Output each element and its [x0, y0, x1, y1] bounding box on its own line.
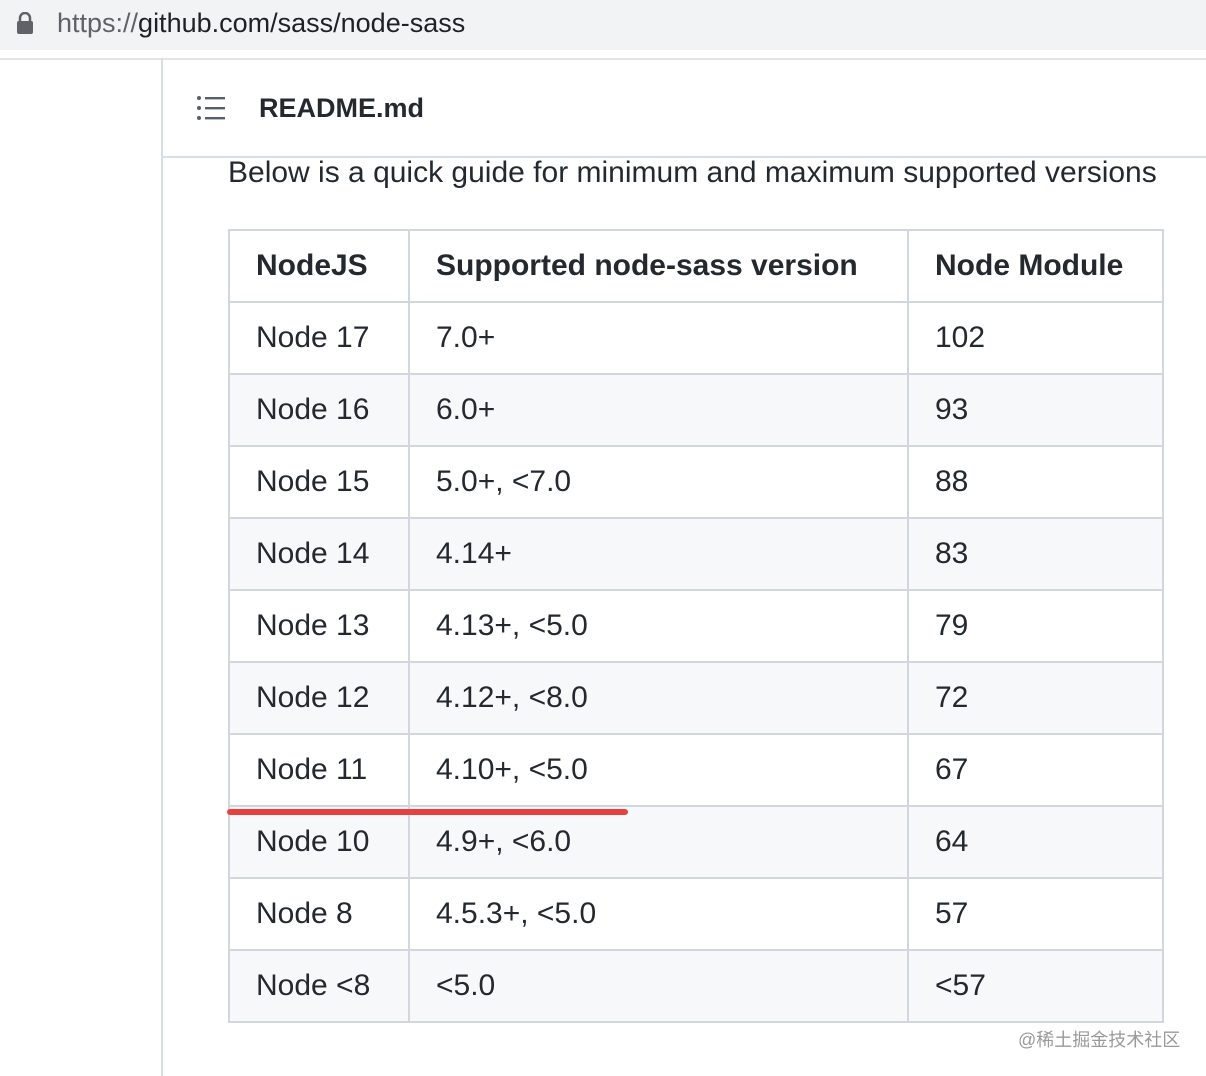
table-row: Node 13 4.13+, <5.0 79 — [228, 589, 1164, 663]
header-cell: Supported node-sass version — [408, 229, 909, 303]
table-cell: 67 — [907, 733, 1164, 807]
table-cell: Node 13 — [228, 589, 410, 663]
header-cell: NodeJS — [228, 229, 410, 303]
table-row: Node 11 4.10+, <5.0 67 — [228, 733, 1164, 807]
table-cell: 5.0+, <7.0 — [408, 445, 909, 519]
table-cell: 79 — [907, 589, 1164, 663]
table-cell: 4.12+, <8.0 — [408, 661, 909, 735]
table-cell: 83 — [907, 517, 1164, 591]
table-cell: <57 — [907, 949, 1164, 1023]
table-cell: 88 — [907, 445, 1164, 519]
lock-icon — [17, 12, 33, 34]
table-row: Node <8 <5.0 <57 — [228, 949, 1164, 1023]
table-cell: Node 12 — [228, 661, 410, 735]
version-table: NodeJS Supported node-sass version Node Mo… — [228, 229, 1164, 1023]
table-cell: <5.0 — [408, 949, 909, 1023]
table-cell: 4.14+ — [408, 517, 909, 591]
intro-text: Below is a quick guide for minimum and m… — [228, 156, 1157, 189]
table-row: Node 14 4.14+ 83 — [228, 517, 1164, 591]
address-bar[interactable]: https://github.com/sass/node-sass — [0, 0, 1206, 50]
table-cell: 72 — [907, 661, 1164, 735]
table-cell: Node 11 — [228, 733, 410, 807]
table-row: Node 16 6.0+ 93 — [228, 373, 1164, 447]
table-cell: Node 10 — [228, 805, 410, 879]
divider — [0, 58, 1206, 60]
table-cell: 4.5.3+, <5.0 — [408, 877, 909, 951]
url-path: github.com/sass/node-sass — [138, 8, 466, 38]
table-row: Node 17 7.0+ 102 — [228, 301, 1164, 375]
table-cell: 4.13+, <5.0 — [408, 589, 909, 663]
table-cell: Node 16 — [228, 373, 410, 447]
url-scheme: https:// — [57, 8, 139, 38]
table-row: Node 12 4.12+, <8.0 72 — [228, 661, 1164, 735]
watermark: @稀土掘金技术社区 — [1018, 1030, 1181, 1050]
table-cell: Node 8 — [228, 877, 410, 951]
file-title: README.md — [259, 93, 425, 123]
table-cell: 4.9+, <6.0 — [408, 805, 909, 879]
table-cell: 93 — [907, 373, 1164, 447]
toc-icon[interactable] — [196, 94, 228, 122]
table-row: Node 15 5.0+, <7.0 88 — [228, 445, 1164, 519]
table-cell: 102 — [907, 301, 1164, 375]
table-cell: Node 14 — [228, 517, 410, 591]
url[interactable]: https://github.com/sass/node-sass — [57, 6, 465, 40]
table-row: Node 10 4.9+, <6.0 64 — [228, 805, 1164, 879]
header-cell: Node Module — [907, 229, 1164, 303]
table-cell: Node <8 — [228, 949, 410, 1023]
header-row: NodeJS Supported node-sass version Node Mo… — [228, 229, 1164, 303]
divider — [161, 58, 163, 1076]
table-cell: 7.0+ — [408, 301, 909, 375]
table-cell: 64 — [907, 805, 1164, 879]
table-cell: Node 15 — [228, 445, 410, 519]
table-cell: Node 17 — [228, 301, 410, 375]
table-cell: 6.0+ — [408, 373, 909, 447]
table-cell: 4.10+, <5.0 — [408, 733, 909, 807]
table-cell: 57 — [907, 877, 1164, 951]
table-row: Node 8 4.5.3+, <5.0 57 — [228, 877, 1164, 951]
file-header — [163, 60, 1206, 158]
